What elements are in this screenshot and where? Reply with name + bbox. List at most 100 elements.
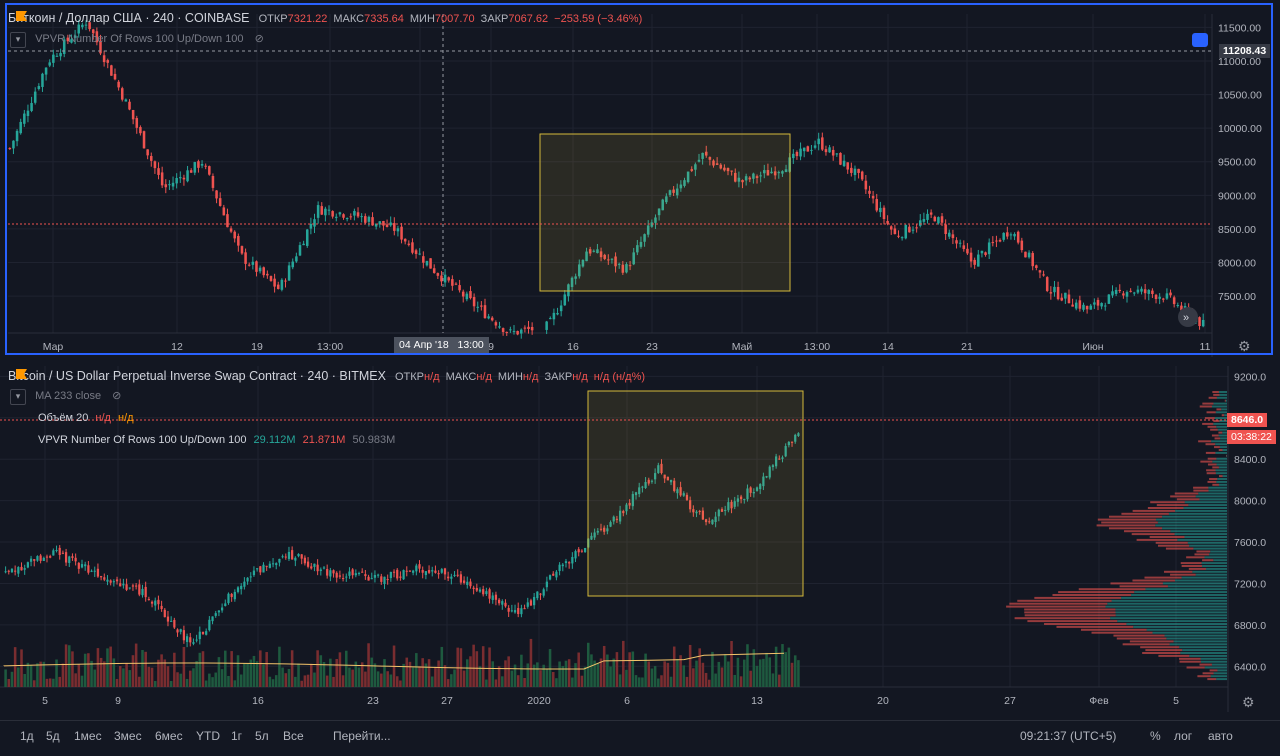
candlestick-chart-bitmex[interactable]: 6400.06800.07200.07600.08000.08400.08800… bbox=[0, 361, 1280, 718]
vpvr-bar-up bbox=[1168, 585, 1227, 587]
candle-up bbox=[817, 139, 820, 144]
symbol-title[interactable]: Bitcoin / US Dollar Perpetual Inverse Sw… bbox=[8, 369, 386, 383]
indicator-ma-row[interactable]: ▾ MA 233 close ⊘ bbox=[10, 389, 121, 405]
indicator-label: VPVR Number Of Rows 100 Up/Down 100 bbox=[35, 33, 243, 45]
gear-icon[interactable]: ⚙ bbox=[1242, 694, 1255, 710]
candle-down bbox=[215, 190, 218, 198]
candle-down bbox=[160, 606, 162, 609]
range-button-1мес[interactable]: 1мес bbox=[74, 729, 102, 743]
log-toggle[interactable]: лог bbox=[1174, 729, 1192, 743]
percent-toggle[interactable]: % bbox=[1150, 729, 1161, 743]
candle-down bbox=[190, 170, 193, 173]
goto-date-button[interactable]: Перейти... bbox=[333, 729, 391, 743]
flag-icon[interactable] bbox=[16, 11, 27, 21]
indicator-volume-row[interactable]: Объём 20 н/д н/д bbox=[38, 412, 134, 424]
x-tick-label: 6 bbox=[624, 695, 630, 707]
volume-bar bbox=[176, 672, 179, 687]
eye-hidden-icon[interactable]: ⊘ bbox=[112, 390, 121, 402]
candle-down bbox=[145, 587, 147, 597]
candle-up bbox=[329, 570, 331, 576]
candle-up bbox=[843, 161, 846, 166]
volume-bar bbox=[221, 669, 224, 687]
magnet-button[interactable] bbox=[1192, 33, 1208, 47]
vpvr-bar-down bbox=[1150, 501, 1185, 503]
volume-bar bbox=[189, 671, 192, 687]
vpvr-bar-down bbox=[1212, 435, 1219, 437]
range-button-5д[interactable]: 5д bbox=[46, 729, 60, 743]
volume-bar bbox=[702, 663, 705, 687]
candle-down bbox=[146, 149, 149, 155]
chevron-down-icon[interactable]: ▾ bbox=[10, 32, 26, 48]
vpvr-bar-up bbox=[1116, 614, 1227, 616]
vpvr-bar-up bbox=[1202, 565, 1227, 567]
vpvr-bar-down bbox=[1024, 611, 1115, 613]
volume-bar bbox=[597, 663, 600, 687]
vpvr-bar-up bbox=[1152, 632, 1227, 634]
vpvr-bar-down bbox=[1144, 577, 1181, 579]
candlestick-chart-coinbase[interactable]: 7500.008000.008500.009000.009500.0010000… bbox=[0, 0, 1280, 357]
volume-bar bbox=[498, 666, 501, 687]
vpvr-bar-down bbox=[1124, 530, 1170, 532]
volume-bar bbox=[380, 674, 383, 687]
indicator-vpvr-row[interactable]: ▾ VPVR Number Of Rows 100 Up/Down 100 ⊘ bbox=[10, 32, 264, 48]
candle-down bbox=[941, 216, 944, 223]
candle-up bbox=[418, 254, 421, 255]
volume-bar bbox=[571, 678, 574, 687]
flag-icon[interactable] bbox=[16, 369, 27, 379]
range-button-1г[interactable]: 1г bbox=[231, 729, 242, 743]
candle-up bbox=[299, 245, 302, 255]
range-button-3мес[interactable]: 3мес bbox=[114, 729, 142, 743]
vpvr-bar-up bbox=[1182, 649, 1227, 651]
indicator-vpvr-row[interactable]: VPVR Number Of Rows 100 Up/Down 100 29.1… bbox=[38, 434, 395, 446]
clock-label[interactable]: 09:21:37 (UTC+5) bbox=[1020, 729, 1116, 743]
auto-toggle[interactable]: авто bbox=[1208, 729, 1233, 743]
volume-bar bbox=[686, 677, 689, 687]
volume-bar bbox=[211, 677, 214, 687]
range-button-Все[interactable]: Все bbox=[283, 729, 304, 743]
range-button-YTD[interactable]: YTD bbox=[196, 729, 220, 743]
range-button-1д[interactable]: 1д bbox=[20, 729, 34, 743]
vpvr-bar-up bbox=[1201, 658, 1227, 660]
candle-down bbox=[527, 327, 530, 329]
candle-down bbox=[955, 240, 958, 243]
volume-bar bbox=[297, 664, 300, 687]
volume-bar bbox=[768, 657, 771, 687]
candle-down bbox=[1035, 265, 1038, 268]
candle-up bbox=[16, 131, 19, 141]
volume-bar bbox=[8, 679, 11, 687]
candle-up bbox=[1148, 290, 1151, 294]
range-button-6мес[interactable]: 6мес bbox=[155, 729, 183, 743]
candle-up bbox=[501, 601, 503, 605]
candle-down bbox=[473, 297, 476, 306]
gear-icon[interactable]: ⚙ bbox=[1238, 338, 1251, 354]
volume-bar bbox=[746, 644, 749, 687]
candle-down bbox=[33, 559, 35, 561]
volume-bar bbox=[253, 656, 256, 687]
candle-down bbox=[933, 217, 936, 222]
vpvr-bar-down bbox=[1132, 533, 1175, 535]
chevron-down-icon[interactable]: ▾ bbox=[10, 389, 26, 405]
candle-up bbox=[476, 307, 479, 308]
volume-bar bbox=[160, 654, 163, 687]
volume-bar bbox=[52, 679, 55, 687]
vpvr-bar-up bbox=[1219, 435, 1227, 437]
vpvr-bar-down bbox=[1200, 461, 1212, 463]
volume-bar bbox=[673, 647, 676, 687]
volume-bar bbox=[20, 649, 23, 687]
candle-down bbox=[150, 156, 153, 161]
candle-down bbox=[846, 162, 849, 169]
candle-up bbox=[175, 178, 178, 183]
candle-down bbox=[861, 172, 864, 180]
vpvr-bar-down bbox=[1101, 522, 1158, 524]
eye-hidden-icon[interactable]: ⊘ bbox=[255, 33, 264, 45]
vpvr-bar-down bbox=[1156, 542, 1188, 544]
candle-down bbox=[865, 181, 868, 190]
volume-bar bbox=[670, 677, 673, 687]
vpvr-bar-down bbox=[1198, 440, 1211, 442]
symbol-title[interactable]: Биткоин / Доллар США · 240 · COINBASE bbox=[8, 11, 250, 25]
volume-bar bbox=[14, 647, 17, 687]
range-button-5л[interactable]: 5л bbox=[255, 729, 269, 743]
chart-pane-bitmex[interactable]: 6400.06800.07200.07600.08000.08400.08800… bbox=[0, 361, 1280, 718]
vpvr-bar-down bbox=[1079, 588, 1146, 590]
